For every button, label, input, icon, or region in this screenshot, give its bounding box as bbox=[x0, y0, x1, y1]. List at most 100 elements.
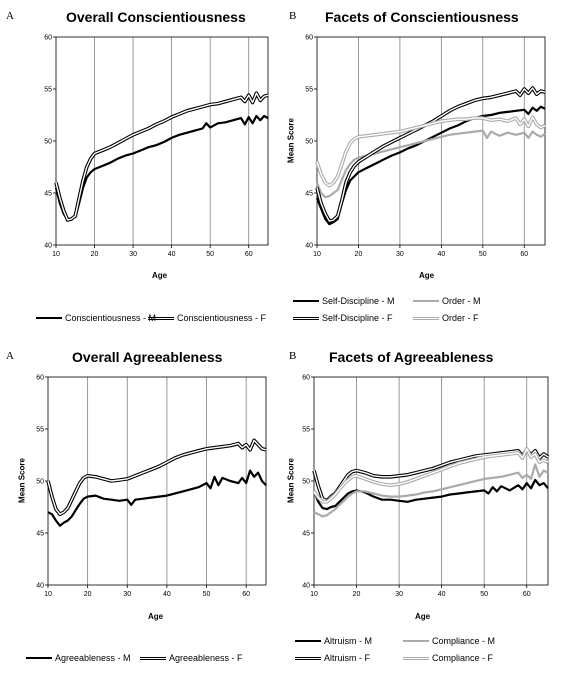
legend-item: Conscientiousness - F bbox=[148, 313, 266, 323]
series-line bbox=[315, 86, 546, 223]
legend-swatch bbox=[293, 300, 319, 302]
legend-swatch bbox=[413, 300, 439, 302]
y-tick-label: 45 bbox=[302, 531, 310, 538]
y-tick-label: 40 bbox=[305, 243, 313, 250]
chart-title: Overall Agreeableness bbox=[72, 349, 223, 365]
y-tick-label: 50 bbox=[44, 139, 52, 146]
chart-title: Facets of Conscientiousness bbox=[325, 9, 519, 25]
legend-item: Conscientiousness - M bbox=[36, 313, 156, 323]
y-tick-label: 55 bbox=[305, 87, 313, 94]
chart-plot-1: 40 45 50 55 60 10 20 30 40 50 60 bbox=[44, 35, 269, 258]
x-tick-label: 40 bbox=[168, 251, 176, 258]
legend-item: Compliance - F bbox=[403, 653, 493, 663]
legend-swatch bbox=[403, 640, 429, 642]
x-tick-label: 60 bbox=[523, 591, 531, 598]
legend-item: Altruism - M bbox=[295, 636, 372, 646]
series-line bbox=[315, 115, 546, 188]
plot-frame bbox=[55, 36, 269, 246]
legend-item: Agreeableness - F bbox=[140, 653, 243, 663]
series-line bbox=[312, 447, 549, 504]
y-tick-label: 50 bbox=[36, 479, 44, 486]
x-tick-label: 30 bbox=[396, 251, 404, 258]
x-tick-label: 10 bbox=[310, 591, 318, 598]
y-tick-label: 45 bbox=[44, 191, 52, 198]
x-tick-label: 10 bbox=[313, 251, 321, 258]
y-tick-label: 55 bbox=[44, 87, 52, 94]
series-line bbox=[313, 463, 549, 518]
legend-item: Compliance - M bbox=[403, 636, 495, 646]
legend-label: Self-Discipline - F bbox=[322, 313, 393, 323]
legend-swatch bbox=[26, 657, 52, 659]
x-tick-label: 20 bbox=[91, 251, 99, 258]
y-tick-label: 60 bbox=[44, 35, 52, 42]
panel-label: B bbox=[289, 10, 297, 22]
legend-label: Agreeableness - F bbox=[169, 653, 243, 663]
legend-swatch bbox=[295, 656, 321, 660]
chart-plot-2: 40 45 50 55 60 10 20 30 40 50 60 bbox=[305, 35, 546, 258]
series-line bbox=[54, 91, 269, 222]
series-line bbox=[315, 129, 546, 199]
legend-item: Altruism - F bbox=[295, 653, 370, 663]
x-tick-label: 50 bbox=[203, 591, 211, 598]
legend-label: Self-Discipline - M bbox=[322, 296, 395, 306]
legend-label: Compliance - F bbox=[432, 653, 494, 663]
x-tick-label: 20 bbox=[84, 591, 92, 598]
x-axis-title: Age bbox=[415, 612, 431, 621]
y-tick-label: 55 bbox=[36, 427, 44, 434]
chart-plot-4: 40 45 50 55 60 10 20 30 40 50 60 bbox=[302, 375, 550, 598]
legend-swatch bbox=[36, 317, 62, 319]
x-tick-label: 40 bbox=[163, 591, 171, 598]
legend-label: Altruism - M bbox=[324, 636, 372, 646]
legend-swatch bbox=[403, 656, 429, 660]
x-axis-title: Age bbox=[419, 271, 435, 280]
series-line bbox=[312, 478, 549, 511]
legend-item: Self-Discipline - M bbox=[293, 296, 395, 306]
x-tick-label: 20 bbox=[355, 251, 363, 258]
x-tick-label: 60 bbox=[520, 251, 528, 258]
legend-swatch bbox=[413, 316, 439, 320]
x-tick-label: 40 bbox=[437, 251, 445, 258]
legend-label: Conscientiousness - F bbox=[177, 313, 267, 323]
y-tick-label: 40 bbox=[302, 583, 310, 590]
y-axis-title: Mean Score bbox=[17, 458, 27, 503]
x-axis-title: Age bbox=[148, 612, 164, 621]
panel-facets-conscientiousness: B Facets of Conscientiousness 40 45 50 55 60… bbox=[281, 0, 562, 340]
x-tick-label: 40 bbox=[438, 591, 446, 598]
legend-swatch bbox=[293, 316, 319, 320]
x-tick-label: 10 bbox=[44, 591, 52, 598]
y-tick-label: 55 bbox=[302, 427, 310, 434]
chart-plot-3: 40 45 50 55 60 10 20 30 40 50 60 bbox=[36, 375, 267, 598]
y-tick-label: 40 bbox=[44, 243, 52, 250]
y-tick-label: 60 bbox=[36, 375, 44, 382]
x-tick-label: 60 bbox=[245, 251, 253, 258]
x-tick-label: 30 bbox=[129, 251, 137, 258]
series-line bbox=[46, 438, 267, 517]
legend-label: Order - F bbox=[442, 313, 479, 323]
panel-label: B bbox=[289, 350, 297, 362]
legend-label: Order - M bbox=[442, 296, 481, 306]
legend-swatch bbox=[148, 316, 174, 320]
y-axis-title: Mean Score bbox=[286, 118, 296, 163]
x-tick-label: 50 bbox=[206, 251, 214, 258]
legend-item: Agreeableness - M bbox=[26, 653, 131, 663]
panel-facets-agreeableness: B Facets of Agreeableness 40 45 50 55 60 10 20… bbox=[281, 340, 562, 680]
chart-title: Overall Conscientiousness bbox=[66, 9, 246, 25]
chart-title: Facets of Agreeableness bbox=[329, 349, 494, 365]
x-axis-title: Age bbox=[152, 271, 168, 280]
x-tick-label: 60 bbox=[242, 591, 250, 598]
series-line bbox=[47, 469, 267, 527]
legend-label: Altruism - F bbox=[324, 653, 370, 663]
x-tick-label: 10 bbox=[52, 251, 60, 258]
y-tick-label: 45 bbox=[36, 531, 44, 538]
legend-label: Compliance - M bbox=[432, 636, 496, 646]
y-axis-title: Mean Score bbox=[286, 458, 296, 503]
y-tick-label: 50 bbox=[302, 479, 310, 486]
panel-label: A bbox=[6, 10, 14, 22]
x-tick-label: 50 bbox=[479, 251, 487, 258]
panel-overall-agreeableness: A Overall Agreeableness 40 45 50 55 60 10 20 30… bbox=[0, 340, 281, 680]
x-tick-label: 30 bbox=[123, 591, 131, 598]
y-tick-label: 50 bbox=[305, 139, 313, 146]
legend-label: Conscientiousness - M bbox=[65, 313, 157, 323]
y-tick-label: 45 bbox=[305, 191, 313, 198]
panel-label: A bbox=[6, 350, 14, 362]
